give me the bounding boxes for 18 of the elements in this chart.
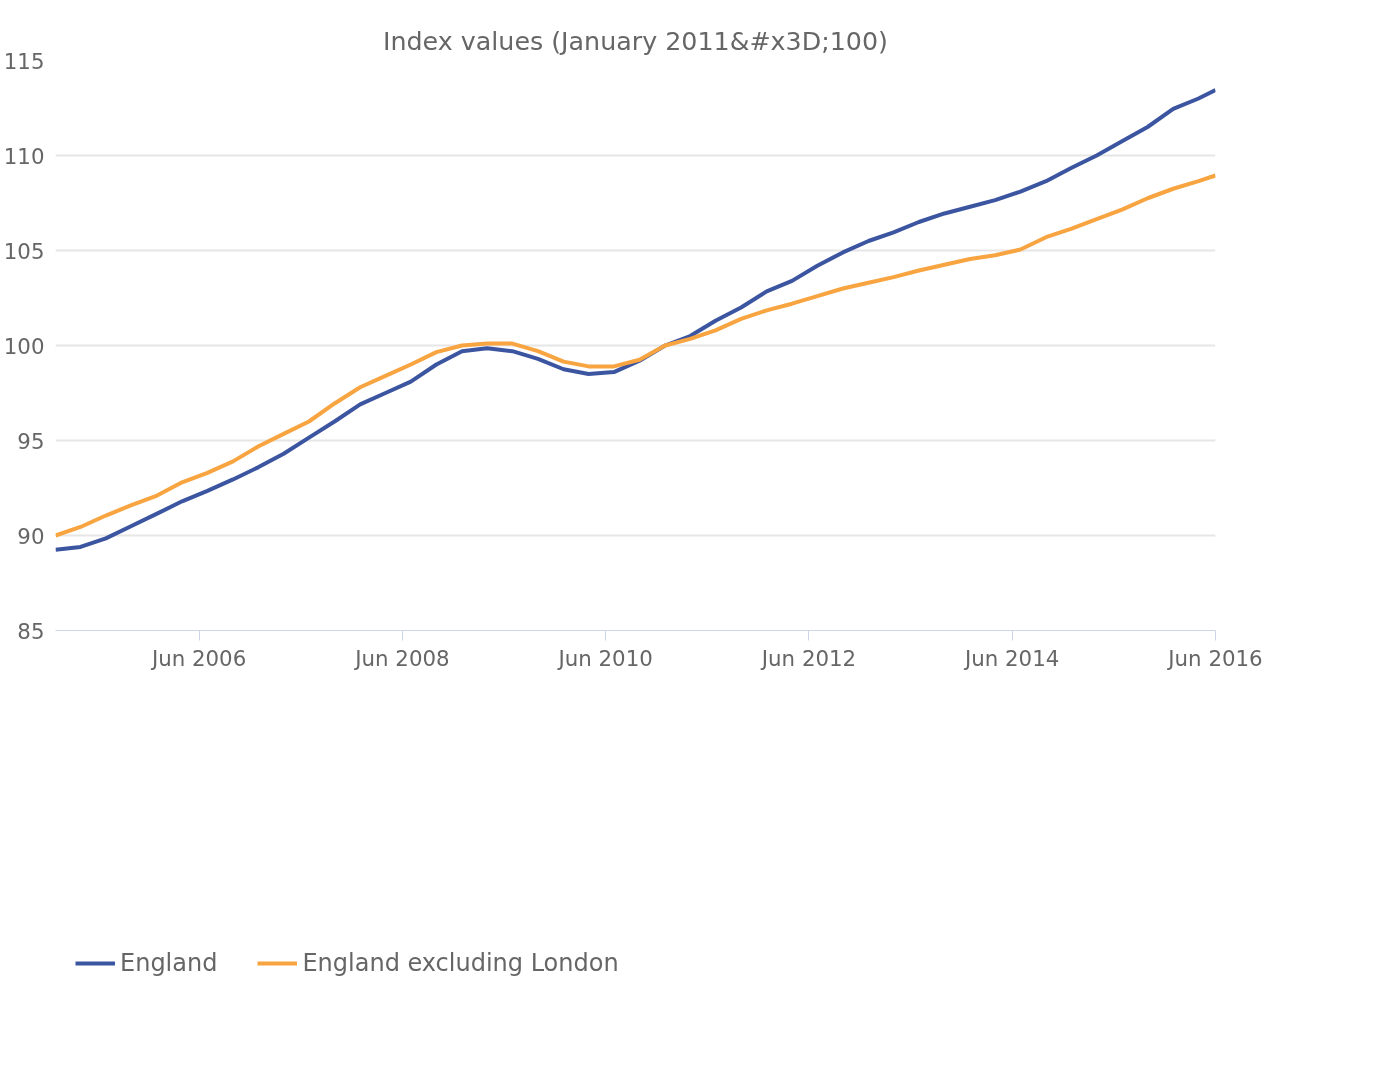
x-tick-label: Jun 2010 (556, 645, 653, 671)
y-tick-label: 95 (17, 428, 45, 454)
x-tick-label: Jun 2014 (962, 645, 1060, 671)
x-tick-label: Jun 2012 (759, 645, 857, 671)
y-tick-label: 85 (17, 618, 45, 644)
legend-label: England (120, 949, 218, 977)
chart-title: Index values (January 2011&#x3D;100) (383, 25, 888, 56)
line-series (55, 173, 1216, 538)
legend-label: England excluding London (302, 949, 619, 977)
x-tick-label: Jun 2006 (149, 645, 247, 671)
x-tick-label: Jun 2008 (353, 645, 450, 671)
y-tick-label: 115 (3, 48, 45, 74)
line-series (55, 87, 1216, 552)
y-tick-label: 105 (3, 238, 45, 264)
x-tick-label: Jun 2016 (1166, 645, 1263, 671)
y-tick-label: 100 (3, 333, 45, 359)
y-tick-label: 90 (17, 523, 45, 549)
y-tick-label: 110 (3, 143, 45, 169)
